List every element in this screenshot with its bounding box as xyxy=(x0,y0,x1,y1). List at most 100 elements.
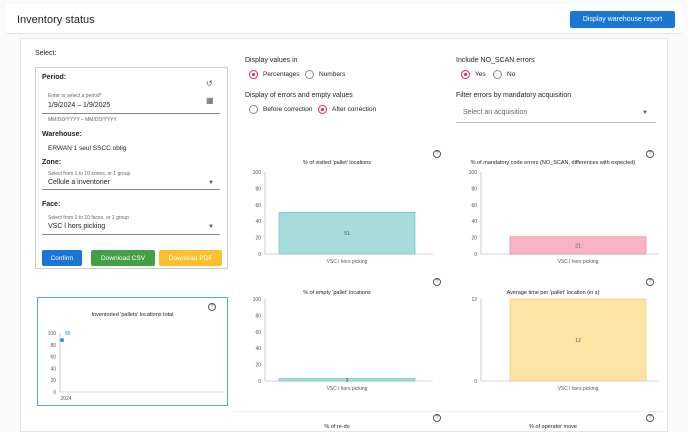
page-title: Inventory status xyxy=(17,14,95,26)
select-label: Select: xyxy=(35,50,57,57)
y-tick-label: 100 xyxy=(253,170,262,176)
help-icon[interactable]: ? xyxy=(208,303,216,311)
y-tick-label: 60 xyxy=(471,203,477,209)
mandatory-chart-title: % of mandatory code errors (NO_SCAN, dif… xyxy=(470,160,636,166)
calendar-icon[interactable]: ▦ xyxy=(206,96,214,105)
help-icon[interactable]: ? xyxy=(646,150,654,158)
radio-before-correction[interactable] xyxy=(249,105,258,114)
y-tick-label: 0 xyxy=(474,379,477,385)
reset-icon[interactable]: ↺ xyxy=(206,79,213,88)
label-after-correction: After correction xyxy=(332,106,377,113)
face-select[interactable]: VSC l hors picking xyxy=(48,223,106,230)
y-tick-label: 20 xyxy=(255,363,261,369)
y-tick-label: 60 xyxy=(255,203,261,209)
acquisition-select[interactable]: Select an acquisition xyxy=(463,109,528,116)
period-hint: Enter or select a period* xyxy=(48,93,102,99)
help-icon[interactable]: ? xyxy=(646,278,654,286)
label-numbers: Numbers xyxy=(319,71,346,78)
zone-title: Zone: xyxy=(42,159,62,166)
period-input[interactable]: 1/9/2024 – 1/9/2025 xyxy=(48,102,111,109)
errors-display-title: Display of errors and empty values xyxy=(245,92,353,99)
operator-move-chart-title: % of operator move xyxy=(529,424,577,430)
y-tick-label: 20 xyxy=(471,236,477,242)
main-card: Select: Period: ↺ Enter or select a peri… xyxy=(20,38,668,432)
y-tick-label: 40 xyxy=(255,346,261,352)
data-label: 51 xyxy=(344,231,350,237)
chevron-down-icon[interactable]: ▼ xyxy=(208,180,214,186)
period-title: Period: xyxy=(42,74,67,81)
chevron-down-icon[interactable]: ▼ xyxy=(642,110,648,116)
chevron-down-icon[interactable]: ▼ xyxy=(208,224,214,230)
total-chart-title: Inventoried 'pallets' locations total xyxy=(91,312,174,318)
y-tick-label: 12 xyxy=(471,297,477,303)
period-underline xyxy=(42,113,220,114)
y-tick-label: 20 xyxy=(255,236,261,242)
help-icon[interactable]: ? xyxy=(433,414,441,422)
label-yes: Yes xyxy=(475,71,486,78)
download-pdf-button[interactable]: Download PDF xyxy=(159,250,222,266)
warehouse-value: ERWAN 1 seul SSCC oblig xyxy=(48,145,127,152)
help-icon[interactable]: ? xyxy=(433,278,441,286)
label-no: No xyxy=(507,71,516,78)
data-label: 12 xyxy=(575,338,581,344)
total-chart-svg: 0 20 40 60 80 100 88 2024 xyxy=(48,331,223,402)
data-label: 21 xyxy=(575,243,581,249)
y-tick-label: 100 xyxy=(48,331,57,337)
data-point xyxy=(60,338,64,343)
y-tick-label: 60 xyxy=(50,355,56,361)
data-label: 88 xyxy=(65,331,71,337)
x-tick-label: 2024 xyxy=(60,396,71,402)
y-tick-label: 40 xyxy=(50,366,56,372)
radio-no[interactable] xyxy=(493,70,502,79)
no-scan-title: Include NO_SCAN errors xyxy=(456,57,535,64)
empty-locations-chart: % of empty 'pallet' locations ? 0 20 40 60 8… xyxy=(233,277,441,403)
confirm-button[interactable]: Confirm xyxy=(42,250,82,266)
y-tick-label: 0 xyxy=(474,252,477,258)
y-tick-label: 0 xyxy=(258,252,261,258)
visited-locations-chart: % of visited 'pallet' locations ? 0 20 40 6… xyxy=(233,146,441,271)
y-tick-label: 80 xyxy=(471,186,477,192)
zone-underline xyxy=(42,189,220,190)
label-before-correction: Before correction xyxy=(263,106,313,113)
data-label: 3 xyxy=(346,378,349,384)
bar xyxy=(509,298,647,382)
y-tick-label: 60 xyxy=(255,330,261,336)
face-title: Face: xyxy=(42,201,61,208)
help-icon[interactable]: ? xyxy=(646,414,654,422)
bar xyxy=(509,236,647,255)
acquisition-underline xyxy=(456,122,656,123)
radio-after-correction[interactable] xyxy=(318,105,327,114)
bar xyxy=(278,378,416,382)
zone-select[interactable]: Cellule a inventorier xyxy=(48,179,110,186)
redo-chart-title: % of re-do xyxy=(324,424,350,430)
zone-hint: Select from 1 to 10 zones, or 1 group xyxy=(48,171,131,177)
avg-chart-title: Average time per 'pallet' location (in s… xyxy=(506,290,600,296)
filter-panel: Period: ↺ Enter or select a period* 1/9/… xyxy=(35,67,228,269)
y-tick-label: 100 xyxy=(253,297,262,303)
warehouse-title: Warehouse: xyxy=(42,131,82,138)
radio-yes[interactable] xyxy=(461,70,470,79)
display-values-title: Display values in xyxy=(245,57,298,64)
label-percentages: Percentages xyxy=(263,71,300,78)
face-hint: Select from 1 to 10 faces, or 1 group xyxy=(48,215,129,221)
y-tick-label: 0 xyxy=(258,379,261,385)
display-warehouse-report-button[interactable]: Display warehouse report xyxy=(570,11,675,28)
radio-numbers[interactable] xyxy=(305,70,314,79)
divider xyxy=(441,411,665,412)
inventoried-total-chart: Inventoried 'pallets' locations total ? … xyxy=(37,297,228,406)
y-tick-label: 80 xyxy=(255,313,261,319)
empty-chart-svg: 0 20 40 60 80 100 3 VSC l hors picking xyxy=(253,297,433,392)
y-tick-label: 40 xyxy=(471,219,477,225)
radio-percentages[interactable] xyxy=(249,70,258,79)
avg-chart-svg: 0 12 12 VSC l hors picking xyxy=(471,297,659,392)
bar xyxy=(278,211,416,255)
help-icon[interactable]: ? xyxy=(433,150,441,158)
mandatory-errors-chart: % of mandatory code errors (NO_SCAN, dif… xyxy=(441,146,665,271)
x-tick-label: VSC l hors picking xyxy=(558,259,599,265)
x-tick-label: VSC l hors picking xyxy=(558,386,599,392)
visited-chart-title: % of visited 'pallet' locations xyxy=(302,160,372,166)
y-tick-label: 100 xyxy=(469,170,478,176)
y-tick-label: 20 xyxy=(50,378,56,384)
download-csv-button[interactable]: Download CSV xyxy=(91,250,155,266)
average-time-chart: Average time per 'pallet' location (in s… xyxy=(441,277,665,403)
